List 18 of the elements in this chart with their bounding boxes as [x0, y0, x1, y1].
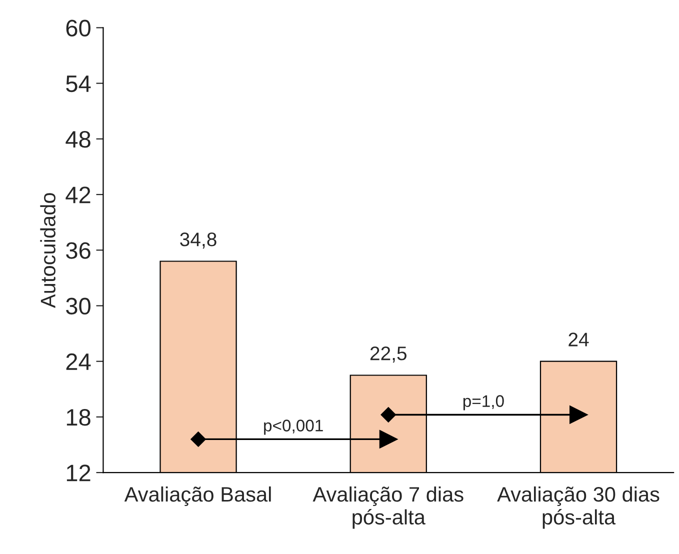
data-label: 24 — [568, 332, 589, 346]
y-tick-label: 12 — [66, 464, 90, 482]
annotation: p<0,001 — [264, 420, 323, 435]
y-tick-label: 54 — [66, 76, 91, 92]
y-tick-label: 36 — [66, 242, 90, 259]
y-tick-label: 42 — [66, 186, 90, 204]
y-tick-label: 24 — [66, 353, 91, 370]
annotation: p=1,0 — [463, 395, 504, 410]
x-tick-label: Avaliação Basal — [124, 486, 271, 506]
x-tick-label: Avaliação 7 dias pós-alta — [312, 486, 464, 529]
y-axis-title: Autocuidado — [40, 193, 56, 308]
y-tick-label: 18 — [66, 409, 90, 426]
y-tick-label: 60 — [66, 20, 90, 36]
data-label: 34,8 — [180, 232, 216, 249]
y-tick-label: 30 — [66, 298, 90, 315]
y-tick-label: 48 — [66, 130, 90, 148]
x-tick-label: Avaliação 30 dias pós-alta — [497, 486, 660, 529]
data-label: 22,5 — [370, 346, 406, 363]
